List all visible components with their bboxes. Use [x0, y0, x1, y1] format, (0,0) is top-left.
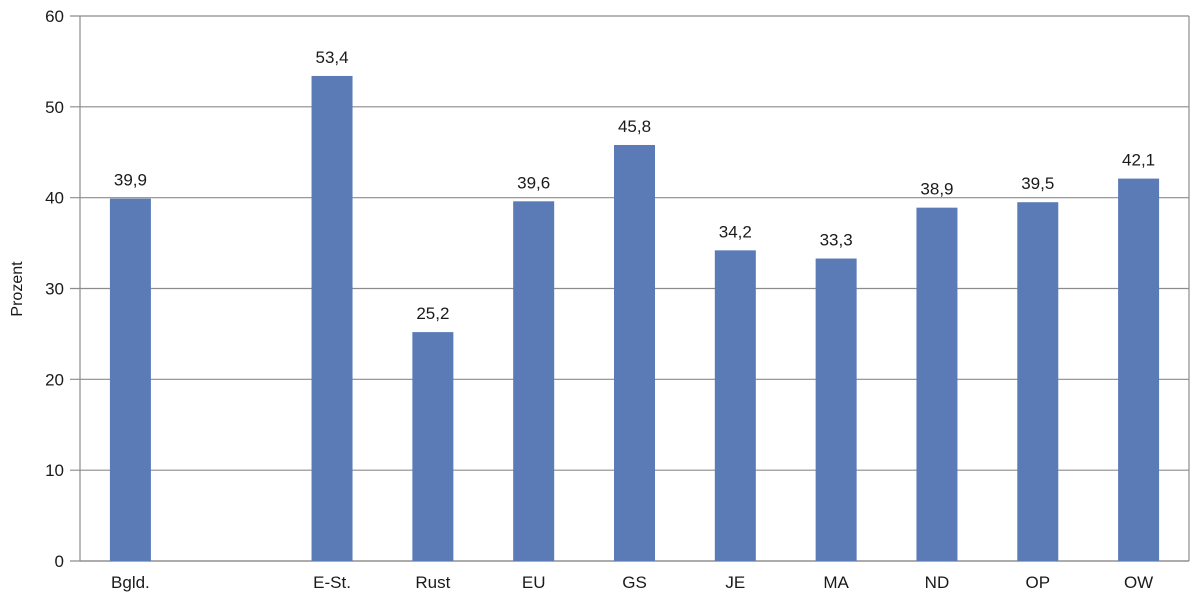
y-axis-title: Prozent	[9, 261, 26, 317]
value-label-ND: 38,9	[920, 180, 953, 199]
value-label-E-St.: 53,4	[315, 48, 348, 67]
x-tick-label-OW: OW	[1124, 573, 1153, 592]
bar-JE	[714, 250, 756, 561]
value-label-EU: 39,6	[517, 173, 550, 192]
x-tick-label-Rust: Rust	[415, 573, 450, 592]
x-tick-label-MA: MA	[823, 573, 849, 592]
value-label-MA: 33,3	[820, 231, 853, 250]
x-tick-label-Bgld.: Bgld.	[111, 573, 150, 592]
y-tick-label-50: 50	[45, 98, 64, 117]
bar-Rust	[412, 332, 454, 561]
y-tick-label-40: 40	[45, 189, 64, 208]
bars-layer	[109, 75, 1160, 562]
y-tick-label-0: 0	[55, 552, 64, 571]
bar-Bgld.	[109, 198, 151, 561]
x-tick-label-ND: ND	[925, 573, 950, 592]
value-label-Bgld.: 39,9	[114, 171, 147, 190]
bar-OP	[1017, 202, 1059, 562]
value-label-JE: 34,2	[719, 222, 752, 241]
x-tick-label-E-St.: E-St.	[313, 573, 351, 592]
bar-E-St.	[311, 75, 353, 561]
y-tick-label-20: 20	[45, 370, 64, 389]
bar-GS	[614, 144, 655, 561]
y-tick-label-60: 60	[45, 7, 64, 26]
bar-EU	[513, 201, 555, 562]
x-tick-label-JE: JE	[725, 573, 745, 592]
bar-ND	[916, 207, 958, 562]
value-label-GS: 45,8	[618, 117, 651, 136]
x-tick-label-EU: EU	[522, 573, 546, 592]
bar-MA	[815, 258, 857, 561]
bar-OW	[1118, 178, 1160, 561]
y-tick-label-30: 30	[45, 280, 64, 299]
labels-layer: 0 10 20 30 40 50 60 39,9 Bgld. 53,4 E-St. 25,2 Rust 3…	[45, 7, 1155, 592]
value-label-OP: 39,5	[1021, 174, 1054, 193]
y-tick-label-10: 10	[45, 461, 64, 480]
x-tick-label-GS: GS	[622, 573, 647, 592]
value-label-Rust: 25,2	[416, 304, 449, 323]
value-label-OW: 42,1	[1122, 151, 1155, 170]
x-tick-label-OP: OP	[1025, 573, 1050, 592]
